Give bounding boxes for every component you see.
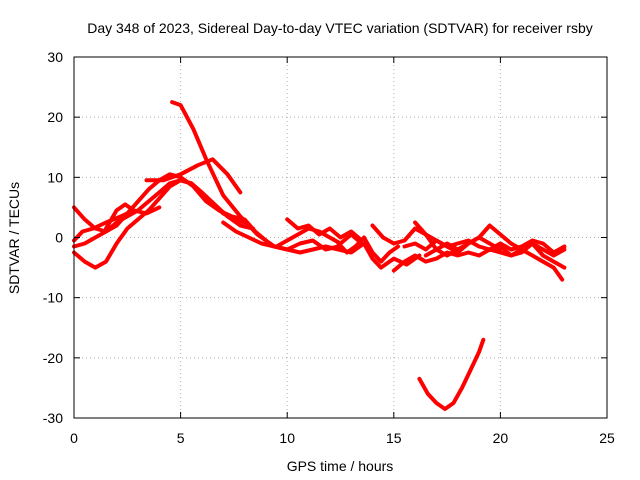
series-line-arc-1 <box>170 100 290 252</box>
series-line-arc-11 <box>285 238 341 252</box>
x-tick-label: 0 <box>70 430 78 446</box>
series-line-arc-5 <box>72 178 256 270</box>
y-tick-labels: -30 -20 -10 0 10 20 30 <box>43 49 607 426</box>
y-tick-label: -20 <box>43 350 63 366</box>
y-tick-label: 20 <box>47 109 63 125</box>
series-line-arc-13 <box>370 223 460 258</box>
series-line-arc-7 <box>104 202 136 231</box>
y-axis-label: SDTVAR / TECUs <box>6 182 22 294</box>
chart-title: Day 348 of 2023, Sidereal Day-to-day VTE… <box>87 20 593 36</box>
x-tick-label: 10 <box>279 430 295 446</box>
series-line-arc-17 <box>413 220 503 255</box>
x-tick-labels: 0 5 10 15 20 25 <box>70 57 615 446</box>
series-line-arc-10 <box>274 226 364 249</box>
x-tick-label: 5 <box>177 430 185 446</box>
y-tick-label: 0 <box>55 230 63 246</box>
x-tick-label: 25 <box>599 430 615 446</box>
series-line-arc-8 <box>221 220 422 270</box>
y-tick-label: -10 <box>43 290 63 306</box>
series-line-arc-19 <box>509 238 567 255</box>
y-tick-label: 10 <box>47 169 63 185</box>
x-tick-label: 15 <box>386 430 402 446</box>
series-line-arc-2 <box>144 157 243 195</box>
y-tick-label: -30 <box>43 410 63 426</box>
series-line-arc-12 <box>336 235 401 264</box>
series-line-arc-18 <box>487 241 567 270</box>
series-layer <box>72 100 567 411</box>
series-line-arc-14 <box>391 247 565 282</box>
series-line-arc-20 <box>417 337 486 411</box>
x-tick-label: 20 <box>493 430 509 446</box>
series-line-arc-9 <box>285 217 364 243</box>
y-tick-label: 30 <box>47 49 63 65</box>
x-axis-label: GPS time / hours <box>287 458 394 474</box>
